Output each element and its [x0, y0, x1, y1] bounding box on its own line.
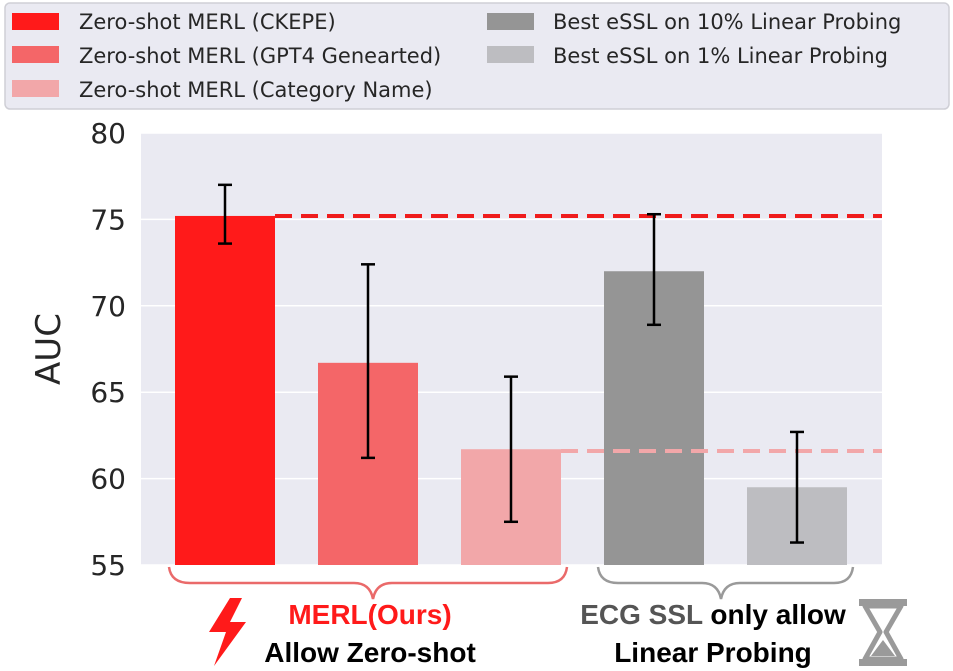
y-axis-ticks: 55 60 65 70 75 80	[90, 117, 126, 582]
group-label-linear-probing: Linear Probing	[614, 637, 812, 668]
legend-swatch-4	[487, 13, 534, 30]
y-tick-label: 60	[90, 463, 126, 496]
legend-label-4: Best eSSL on 10% Linear Probing	[553, 10, 901, 34]
legend: Zero-shot MERL (CKEPE) Zero-shot MERL (G…	[4, 2, 950, 110]
legend-label-3: Zero-shot MERL (Category Name)	[79, 78, 433, 102]
group-label-ecg-ssl: ECG SSL only allow	[580, 599, 846, 630]
legend-swatch-2	[12, 46, 59, 63]
y-tick-label: 75	[90, 203, 126, 236]
group-label-ecg-ssl-part: ECG SSL	[580, 599, 703, 630]
legend-label-5: Best eSSL on 1% Linear Probing	[553, 44, 888, 68]
y-axis-label: AUC	[29, 313, 69, 385]
y-tick-label: 65	[90, 376, 126, 409]
legend-label-2: Zero-shot MERL (GPT4 Genearted)	[79, 44, 441, 68]
legend-swatch-5	[487, 46, 534, 63]
bracket-zero-shot	[167, 566, 569, 600]
bracket-ecg-ssl	[596, 566, 855, 600]
hourglass-icon	[859, 599, 907, 666]
group-label-only-allow-part: only allow	[703, 599, 846, 630]
legend-label-1: Zero-shot MERL (CKEPE)	[79, 10, 336, 34]
y-tick-label: 55	[90, 549, 126, 582]
legend-swatch-3	[12, 80, 59, 97]
y-tick-label: 70	[90, 290, 126, 323]
y-tick-label: 80	[90, 117, 126, 150]
bar-1	[175, 215, 275, 565]
reference-lines	[275, 213, 882, 453]
legend-swatch-1	[12, 13, 59, 30]
legend-box	[4, 2, 950, 110]
lightning-icon	[209, 598, 246, 666]
group-label-merl: MERL(Ours)	[288, 599, 451, 630]
bars	[175, 215, 847, 565]
error-bars	[218, 183, 804, 544]
group-label-zero-shot: Allow Zero-shot	[264, 637, 476, 668]
